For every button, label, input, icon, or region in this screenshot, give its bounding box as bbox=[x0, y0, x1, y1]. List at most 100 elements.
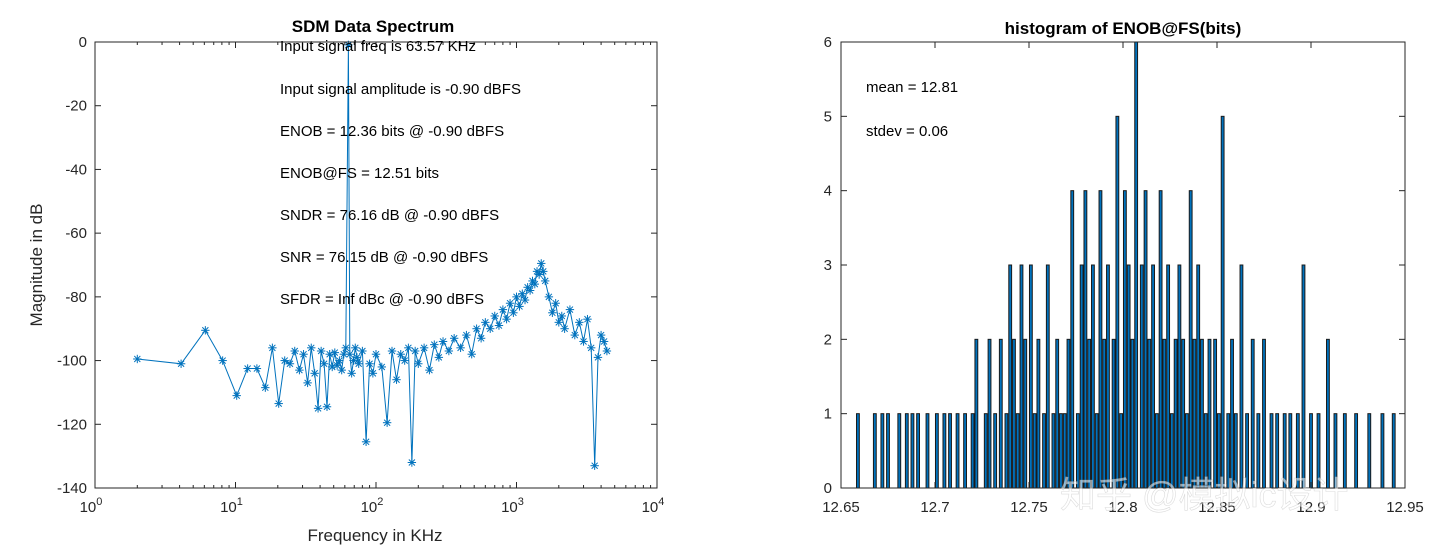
spectrum-point bbox=[444, 346, 454, 356]
histogram-bar bbox=[934, 413, 939, 489]
histogram-bar bbox=[1250, 338, 1255, 489]
histogram-bar bbox=[1301, 264, 1306, 489]
spectrum-point bbox=[299, 350, 308, 359]
histogram-bar bbox=[1122, 190, 1127, 489]
histogram-bars bbox=[841, 41, 1405, 489]
spectrum-point bbox=[261, 383, 270, 392]
histogram-bar bbox=[1028, 264, 1033, 489]
histogram-bar bbox=[856, 413, 860, 489]
histogram-bar bbox=[942, 413, 947, 489]
annotation-enob-fs: ENOB@FS = 12.51 bits bbox=[280, 165, 439, 182]
histogram-bar bbox=[1147, 338, 1152, 489]
spectrum-point bbox=[486, 324, 495, 333]
histogram-bar bbox=[1070, 190, 1075, 489]
spectrum-point bbox=[554, 318, 563, 327]
histogram-bar bbox=[872, 413, 877, 489]
histogram-bar bbox=[1166, 264, 1171, 489]
histogram-bar bbox=[886, 413, 890, 489]
spectrum-y-tick-label: -140 bbox=[57, 480, 87, 497]
histogram-bar bbox=[1200, 338, 1204, 489]
annotation-snr: SNR = 76.15 dB @ -0.90 dBFS bbox=[280, 249, 488, 266]
spectrum-point bbox=[313, 404, 323, 413]
histogram-bar bbox=[1192, 338, 1197, 489]
spectrum-point bbox=[252, 364, 262, 373]
spectrum-point bbox=[456, 343, 465, 353]
histogram-bar bbox=[1042, 413, 1046, 489]
histogram-bar bbox=[1139, 264, 1144, 489]
histogram-bar bbox=[1079, 264, 1084, 489]
histogram-bar bbox=[1012, 338, 1016, 489]
spectrum-point bbox=[548, 308, 557, 317]
spectrum-point bbox=[392, 375, 401, 384]
spectrum-point bbox=[316, 346, 326, 356]
histogram-x-tick-label: 12.75 bbox=[1010, 499, 1048, 516]
histogram-x-tick-label: 12.85 bbox=[1198, 499, 1236, 516]
histogram-bar bbox=[1262, 338, 1266, 489]
spectrum-point bbox=[274, 399, 283, 408]
histogram-y-tick-label: 5 bbox=[824, 108, 832, 125]
histogram-bar bbox=[910, 413, 915, 489]
spectrum-point bbox=[218, 356, 227, 365]
spectrum-point bbox=[310, 369, 319, 378]
histogram-x-tick-label: 12.7 bbox=[920, 499, 949, 516]
histogram-bar bbox=[1019, 264, 1024, 489]
spectrum-point bbox=[368, 369, 378, 378]
spectrum-y-tick-label: -60 bbox=[65, 225, 87, 242]
histogram-axes-box bbox=[840, 41, 1406, 489]
histogram-x-tick-label: 12.65 bbox=[822, 499, 860, 516]
histogram-y-tick-label: 2 bbox=[824, 331, 832, 348]
histogram-bar bbox=[1391, 413, 1396, 489]
histogram-bar bbox=[1213, 338, 1218, 489]
spectrum-point bbox=[551, 299, 560, 308]
spectrum-point bbox=[337, 365, 346, 375]
histogram-tick-labels: 0 1 2 3 4 5 6 12.65 12.7 12.75 12.8 12.85 12.9 12.95 bbox=[822, 34, 1424, 516]
histogram-bar bbox=[1102, 338, 1107, 489]
histogram-bar bbox=[970, 413, 975, 489]
spectrum-point bbox=[201, 326, 210, 335]
spectrum-point bbox=[512, 292, 521, 302]
spectrum-y-tick-label: -40 bbox=[65, 161, 87, 178]
spectrum-point bbox=[344, 40, 353, 50]
histogram-bar bbox=[897, 413, 902, 489]
annotation-input-freq: Input signal freq is 63.57 KHz bbox=[280, 38, 476, 55]
histogram-bar bbox=[963, 413, 967, 489]
spectrum-point bbox=[330, 348, 339, 357]
histogram-bar bbox=[983, 413, 988, 489]
histogram-bar bbox=[1015, 413, 1020, 489]
histogram-bar bbox=[1230, 338, 1234, 489]
spectrum-point bbox=[565, 305, 575, 314]
spectrum-point bbox=[407, 458, 417, 467]
annotation-sfdr: SFDR = Inf dBc @ -0.90 dBFS bbox=[280, 291, 484, 308]
spectrum-point bbox=[438, 337, 448, 346]
histogram-bar bbox=[1354, 413, 1359, 489]
spectrum-point bbox=[319, 359, 329, 368]
spectrum-x-axis-label: Frequency in KHz bbox=[307, 526, 442, 545]
spectrum-point bbox=[290, 346, 299, 356]
spectrum-point bbox=[539, 267, 548, 276]
spectrum-point bbox=[133, 354, 142, 364]
histogram-bar bbox=[1177, 264, 1182, 489]
spectrum-point bbox=[387, 346, 397, 356]
spectrum-plot-area bbox=[95, 42, 657, 488]
histogram-title: histogram of ENOB@FS(bits) bbox=[1005, 19, 1242, 38]
spectrum-point bbox=[396, 350, 405, 359]
histogram-x-tick-label: 12.95 bbox=[1386, 499, 1424, 516]
spectrum-point bbox=[520, 295, 530, 305]
histogram-bar bbox=[916, 413, 920, 489]
spectrum-point bbox=[351, 343, 360, 353]
histogram-bar bbox=[1220, 115, 1225, 489]
histogram-bar bbox=[1151, 264, 1155, 489]
spectrum-y-tick-label: -20 bbox=[65, 98, 87, 115]
histogram-bar bbox=[993, 413, 998, 489]
histogram-bar bbox=[955, 413, 960, 489]
annotation-input-amplitude: Input signal amplitude is -0.90 dBFS bbox=[280, 81, 521, 98]
spectrum-point bbox=[467, 350, 476, 359]
spectrum-point bbox=[557, 311, 566, 321]
spectrum-point bbox=[243, 364, 252, 373]
spectrum-point bbox=[570, 330, 580, 340]
histogram-x-tick-label: 12.9 bbox=[1296, 499, 1325, 516]
spectrum-y-tick-label: -80 bbox=[65, 289, 87, 306]
histogram-bar bbox=[1083, 190, 1088, 489]
